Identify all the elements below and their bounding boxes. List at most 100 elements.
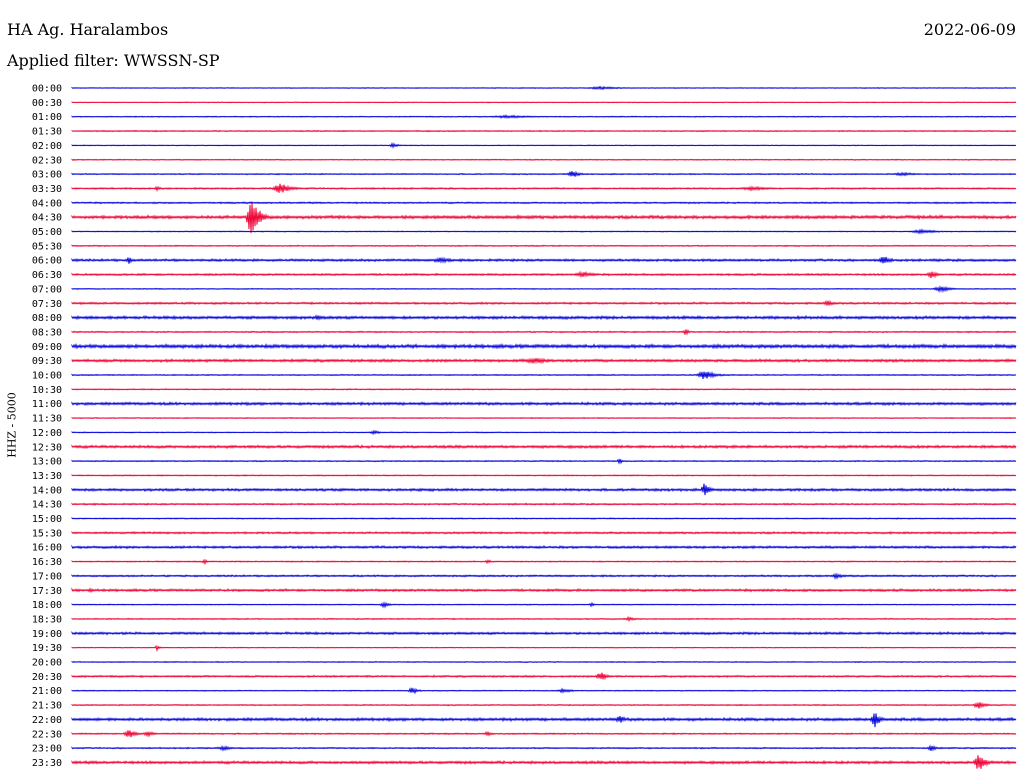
- row-time-label: 07:30: [32, 299, 62, 310]
- row-time-label: 10:30: [32, 385, 62, 396]
- row-time-label: 08:00: [32, 313, 62, 324]
- row-time-label: 15:00: [32, 514, 62, 525]
- trace-row-0800: [71, 314, 1017, 321]
- filter-label: Applied filter: WWSSN-SP: [7, 51, 220, 70]
- row-time-label: 09:30: [32, 356, 62, 367]
- row-time-label: 04:00: [32, 198, 62, 209]
- row-time-label: 12:30: [32, 442, 62, 453]
- row-time-label: 12:00: [32, 428, 62, 439]
- row-time-label: 17:30: [32, 586, 62, 597]
- trace-row-0900: [71, 342, 1017, 350]
- trace-row-1700: [71, 572, 1017, 580]
- trace-row-0400: [71, 201, 1017, 205]
- trace-row-1500: [71, 516, 1017, 520]
- trace-row-2200: [71, 713, 1017, 728]
- row-time-label: 20:00: [32, 658, 62, 669]
- row-time-label: 07:00: [32, 284, 62, 295]
- row-time-label: 14:00: [32, 485, 62, 496]
- row-time-label: 18:00: [32, 600, 62, 611]
- row-time-label: 03:00: [32, 170, 62, 181]
- trace-row-0830: [71, 328, 1017, 336]
- row-time-label: 01:00: [32, 112, 62, 123]
- row-time-label: 04:30: [32, 213, 62, 224]
- trace-row-0230: [71, 158, 1017, 161]
- row-time-label: 13:00: [32, 457, 62, 468]
- trace-row-1530: [71, 530, 1017, 535]
- row-time-label: 21:30: [32, 701, 62, 712]
- row-time-label: 19:00: [32, 629, 62, 640]
- trace-row-0430: [71, 202, 1017, 234]
- trace-row-2330: [71, 755, 1017, 769]
- trace-row-1630: [71, 558, 1017, 566]
- trace-row-1930: [71, 644, 1017, 653]
- row-time-label: 09:00: [32, 342, 62, 353]
- row-time-label: 13:30: [32, 471, 62, 482]
- trace-row-0600: [71, 256, 1017, 264]
- trace-row-1730: [71, 587, 1017, 594]
- trace-row-1830: [71, 615, 1017, 623]
- row-time-label: 11:00: [32, 399, 62, 410]
- trace-row-1900: [71, 630, 1017, 636]
- row-time-label: 06:00: [32, 256, 62, 267]
- trace-row-2130: [71, 701, 1017, 709]
- trace-row-2000: [71, 660, 1017, 664]
- trace-row-1600: [71, 544, 1017, 550]
- row-time-label: 08:30: [32, 327, 62, 338]
- date-label: 2022-06-09: [923, 20, 1016, 39]
- trace-row-2100: [71, 687, 1017, 695]
- row-time-label: 14:30: [32, 500, 62, 511]
- trace-row-0700: [71, 285, 1017, 293]
- trace-row-0130: [71, 129, 1017, 133]
- row-time-label: 11:30: [32, 414, 62, 425]
- row-time-label: 00:30: [32, 98, 62, 109]
- trace-row-0500: [71, 228, 1017, 235]
- trace-row-0030: [71, 101, 1017, 104]
- row-time-label: 23:00: [32, 744, 62, 755]
- trace-row-0730: [71, 299, 1017, 307]
- row-time-label: 15:30: [32, 528, 62, 539]
- trace-row-1200: [71, 429, 1017, 436]
- trace-row-1430: [71, 502, 1017, 506]
- row-time-label: 16:00: [32, 543, 62, 554]
- row-time-label: 02:00: [32, 141, 62, 152]
- trace-row-1800: [71, 601, 1017, 609]
- row-time-label: 22:00: [32, 715, 62, 726]
- trace-row-0100: [71, 114, 1017, 119]
- row-time-label: 05:00: [32, 227, 62, 238]
- trace-row-0530: [71, 244, 1017, 248]
- row-time-label: 06:30: [32, 270, 62, 281]
- trace-row-1100: [71, 401, 1017, 407]
- row-time-label: 23:30: [32, 758, 62, 769]
- trace-row-1000: [71, 370, 1017, 380]
- trace-row-0200: [71, 142, 1017, 149]
- station-title: HA Ag. Haralambos: [7, 20, 169, 39]
- trace-row-0930: [71, 357, 1017, 365]
- row-time-label: 21:00: [32, 686, 62, 697]
- trace-row-2300: [71, 744, 1017, 752]
- row-time-label: 05:30: [32, 241, 62, 252]
- trace-row-1300: [71, 458, 1017, 465]
- row-time-label: 01:30: [32, 127, 62, 138]
- trace-row-1130: [71, 416, 1017, 420]
- trace-row-0300: [71, 170, 1017, 177]
- trace-row-2030: [71, 672, 1017, 681]
- row-time-label: 10:00: [32, 371, 62, 382]
- row-time-label: 20:30: [32, 672, 62, 683]
- row-time-label: 22:30: [32, 729, 62, 740]
- trace-row-1330: [71, 474, 1017, 477]
- trace-row-0000: [71, 85, 1017, 91]
- row-time-label: 02:30: [32, 155, 62, 166]
- row-time-label: 16:30: [32, 557, 62, 568]
- trace-row-2230: [71, 730, 1017, 738]
- trace-row-1230: [71, 444, 1017, 450]
- row-time-label: 18:30: [32, 614, 62, 625]
- row-time-label: 00:00: [32, 84, 62, 95]
- trace-row-1030: [71, 388, 1017, 391]
- trace-row-0330: [71, 183, 1017, 193]
- trace-row-1400: [71, 483, 1017, 496]
- trace-row-0630: [71, 270, 1017, 279]
- row-time-label: 03:30: [32, 184, 62, 195]
- row-time-label: 19:30: [32, 643, 62, 654]
- row-time-label: 17:00: [32, 571, 62, 582]
